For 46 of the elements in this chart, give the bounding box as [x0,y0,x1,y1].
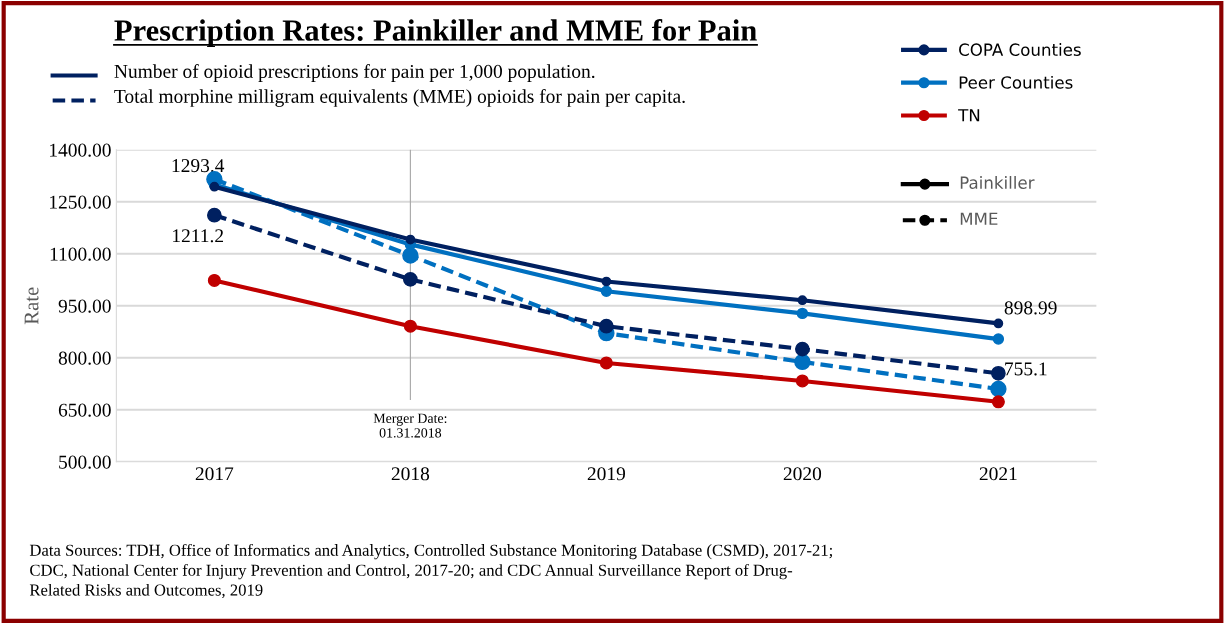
ref-line-label: Merger Date: 01.31.2018 [373,413,447,438]
y-tick-label: 950.00 [58,299,111,313]
point [599,318,614,334]
chart-title: Prescription Rates: Painkiller and MME for Pain [114,19,757,48]
data-label: 898.99 [1004,301,1057,315]
legend-label: TN [958,109,980,122]
y-tick-label: 1250.00 [50,195,111,209]
annotation: MME [960,212,998,225]
chart-subtitle: Number of opioid prescriptions for pain per 1,000 population. Total morphine milligram equivalents (MME) opioids for pain per capita. [114,64,685,107]
point [795,374,809,388]
point [601,276,612,287]
point [794,353,811,371]
data-label: 1293.4 [172,159,225,173]
point [795,341,810,357]
point [402,247,419,264]
legend-label: COPA Counties [959,43,1081,56]
y-tick-label: 800.00 [58,351,111,365]
point [207,207,222,223]
point [403,319,417,333]
y-axis-title: Rate [24,287,39,325]
point [796,307,809,320]
x-tick-label: 2017 [195,467,234,481]
y-tick-label: 1400.00 [50,143,111,157]
y-tick-label: 1100.00 [50,247,111,261]
x-tick-label: 2021 [979,467,1017,481]
x-tick-label: 2019 [587,467,626,481]
point [599,356,613,370]
legend-label: Peer Counties [959,75,1073,89]
point [990,380,1007,398]
text: Data Sources: TDH, Office of Informatics and Analytics, Controlled Substance Monitoring Database (CSMD), 2017-21; CDC, National Center for Injury Prevention and Control, 2017-20; and CDC Annual Surveillance Report of Drug- Related Risks and Outcomes, 2019 [29,543,832,599]
point [992,333,1005,345]
y-tick-label: 500.00 [59,455,111,469]
data-label: 1211.2 [173,229,224,243]
point [991,395,1005,409]
point [403,272,418,287]
point [797,295,808,306]
point [600,285,613,297]
annotation: Painkiller [960,176,1035,189]
point [405,234,416,245]
point [207,273,221,287]
data-label: 755.1 [1005,362,1047,376]
point [991,365,1006,381]
point [993,318,1004,329]
y-tick-label: 650.00 [58,403,111,417]
x-tick-label: 2018 [391,467,430,481]
x-tick-label: 2020 [783,467,822,481]
